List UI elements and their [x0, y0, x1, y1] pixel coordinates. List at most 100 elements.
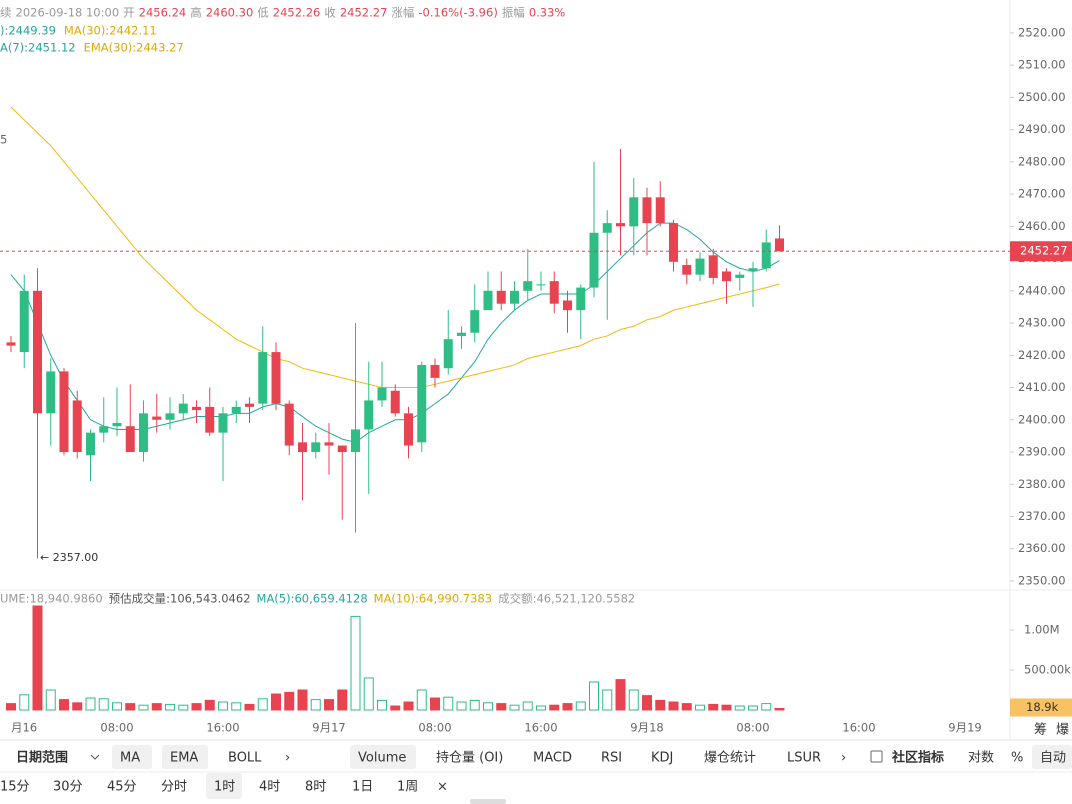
volume-bar — [244, 703, 255, 711]
candle-body — [549, 281, 559, 304]
volume-bar — [218, 701, 228, 711]
volume-bar — [297, 689, 308, 711]
candle-body — [682, 265, 692, 275]
interval-button[interactable]: 1日 — [352, 780, 373, 795]
x-tick-label: 9月18 — [630, 721, 663, 735]
candle-body — [271, 352, 281, 404]
candle-body — [775, 238, 784, 252]
interval-button[interactable]: 15分 — [0, 780, 30, 795]
volume-bar — [204, 699, 215, 711]
volume-bar — [191, 703, 202, 711]
toolbar-button[interactable]: 日期范围 — [16, 750, 68, 766]
toolbar-active-bg — [350, 745, 416, 769]
volume-bar — [324, 699, 334, 711]
candle-body — [536, 284, 546, 286]
x-tick-label: 月16 — [11, 721, 37, 735]
candle-body — [125, 426, 135, 453]
volume-bar — [390, 705, 401, 711]
candle-body — [258, 352, 268, 404]
volume-bar — [178, 704, 189, 711]
toolbar-button[interactable]: MA — [120, 751, 140, 766]
x-tick-label: 16:00 — [842, 721, 875, 735]
toolbar-button[interactable]: 自动 — [1040, 751, 1066, 766]
candle-body — [708, 255, 718, 278]
toolbar-button[interactable]: › — [841, 751, 846, 766]
toolbar-button[interactable]: BOLL — [228, 751, 262, 766]
x-tick-label: 16:00 — [524, 721, 557, 735]
volume-bar — [708, 703, 719, 711]
volume-bar — [655, 699, 666, 711]
interval-button[interactable]: 1时 — [214, 780, 235, 795]
toolbar-button[interactable]: 持仓量 (OI) — [436, 751, 503, 766]
corner-icon[interactable]: 筹 — [1034, 722, 1047, 738]
x-tick-label: 08:00 — [736, 721, 769, 735]
interval-button[interactable]: × — [437, 780, 448, 795]
toolbar-button[interactable]: › — [285, 751, 290, 766]
interval-button[interactable]: 8时 — [305, 780, 326, 795]
volume-bar — [483, 702, 493, 711]
interval-button[interactable]: 分时 — [161, 780, 187, 795]
interval-button[interactable]: 45分 — [107, 780, 137, 795]
toolbar-button[interactable]: LSUR — [787, 751, 821, 766]
toolbar-active-bg — [162, 745, 208, 769]
interval-button[interactable]: 4时 — [259, 780, 280, 795]
y-tick-label: 2350.00 — [1018, 573, 1066, 587]
volume-bar — [748, 705, 758, 711]
toolbar-active-bg — [112, 745, 152, 769]
candle-body — [33, 290, 42, 414]
volume-bar — [165, 703, 175, 711]
y-tick-label: 2370.00 — [1018, 509, 1066, 523]
info-text: -0.16%(-3.96) — [418, 6, 497, 20]
candle-body — [510, 290, 519, 304]
info-text: 2452.27 — [340, 6, 388, 20]
volume-bar — [642, 695, 652, 711]
volume-bar — [721, 704, 732, 711]
volume-tick-label: 500.00k — [1024, 663, 1071, 677]
last-price-box — [1010, 241, 1072, 262]
y-tick-label: 2440.00 — [1018, 283, 1066, 297]
toolbar-button[interactable]: MACD — [533, 751, 572, 766]
info-text: 成交额:46,521,120.5582 — [498, 592, 635, 606]
volume-bar — [98, 698, 109, 711]
volume-bar — [377, 699, 387, 711]
toolbar-button[interactable]: EMA — [170, 751, 198, 766]
y-tick-label: 2460.00 — [1018, 219, 1066, 233]
volume-bar — [509, 704, 520, 711]
toolbar-button[interactable]: 社区指标 — [891, 750, 944, 766]
corner-icon[interactable]: 爆 — [1056, 723, 1069, 738]
toolbar-button[interactable]: 对数 — [968, 751, 994, 766]
volume-bar — [138, 704, 149, 711]
toolbar-button[interactable]: 爆仓统计 — [704, 751, 756, 766]
volume-bar — [125, 703, 136, 711]
candle-body — [616, 223, 625, 227]
info-text: EMA(30):2443.27 — [84, 41, 184, 55]
volume-bar — [602, 689, 613, 711]
x-tick-label: 08:00 — [100, 721, 133, 735]
volume-bar — [668, 701, 679, 711]
volume-bar — [615, 679, 626, 711]
x-tick-label: 9月19 — [948, 721, 981, 735]
candle-body — [722, 271, 731, 282]
toolbar-button[interactable]: Volume — [358, 751, 406, 766]
toolbar-button[interactable]: RSI — [601, 751, 622, 766]
volume-bar — [363, 677, 374, 711]
volume-bar — [350, 615, 361, 711]
interval-button[interactable]: 30分 — [53, 780, 83, 795]
candle-body — [576, 287, 586, 311]
toolbar-button[interactable]: % — [1011, 751, 1023, 766]
volume-bar — [522, 701, 533, 711]
y-tick-label: 2420.00 — [1018, 348, 1066, 362]
info-text: 2026-09-18 10:00 — [16, 6, 120, 20]
volume-bar — [112, 702, 122, 711]
candle-body — [470, 310, 480, 333]
candle-body — [19, 290, 29, 353]
toolbar-button[interactable]: KDJ — [651, 751, 673, 766]
candle-body — [695, 258, 705, 275]
interval-button[interactable]: 1周 — [397, 780, 418, 795]
candle-body — [629, 197, 639, 227]
info-text: 2452.26 — [273, 6, 321, 20]
interval-active-bg — [206, 773, 242, 799]
candle-body — [298, 442, 307, 453]
